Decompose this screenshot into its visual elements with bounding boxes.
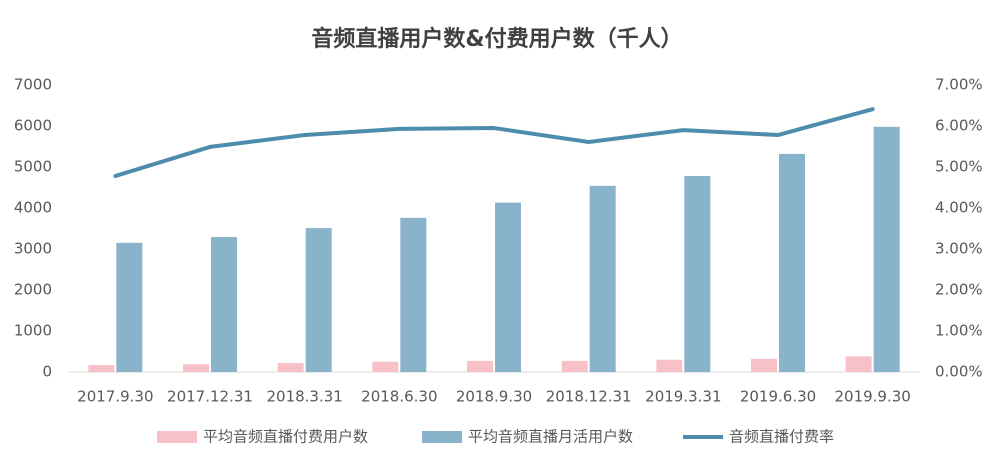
- y-tick-label: 7000: [14, 76, 52, 94]
- x-tick-label: 2017.12.31: [167, 388, 253, 406]
- y-tick-label: 5000: [14, 158, 52, 176]
- y-tick-label: 6000: [14, 117, 52, 135]
- legend-label: 音频直播付费率: [729, 428, 834, 446]
- y-tick-label: 0: [42, 363, 52, 381]
- x-tick-label: 2018.6.30: [361, 388, 437, 406]
- bar: [561, 360, 588, 372]
- x-tick-label: 2018.3.31: [266, 388, 342, 406]
- x-tick-label: 2019.3.31: [645, 388, 721, 406]
- bar: [467, 360, 493, 372]
- bar: [116, 242, 143, 372]
- x-tick-label: 2017.9.30: [77, 388, 153, 406]
- y2-tick-label: 7.00%: [935, 76, 983, 94]
- y-tick-label: 3000: [14, 240, 52, 258]
- x-tick-label: 2018.9.30: [456, 388, 532, 406]
- legend-swatch: [422, 431, 462, 443]
- bar: [656, 359, 683, 372]
- bar: [88, 365, 115, 372]
- x-tick-label: 2019.9.30: [834, 388, 910, 406]
- bar: [277, 362, 304, 372]
- y2-tick-label: 2.00%: [935, 281, 983, 299]
- y2-tick-label: 4.00%: [935, 199, 983, 217]
- bar: [589, 185, 616, 372]
- bar: [305, 228, 332, 372]
- bar: [211, 237, 237, 372]
- x-tick-label: 2018.12.31: [546, 388, 632, 406]
- legend-label: 平均音频直播付费用户数: [203, 428, 368, 446]
- chart-title: 音频直播用户数&付费用户数（千人）: [311, 26, 682, 52]
- bar: [873, 126, 900, 372]
- bar: [183, 364, 209, 372]
- y2-tick-label: 3.00%: [935, 240, 983, 258]
- line: [113, 107, 875, 179]
- y-tick-label: 1000: [14, 322, 52, 340]
- y2-tick-label: 0.00%: [935, 363, 983, 381]
- y-tick-label: 4000: [14, 199, 52, 217]
- legend-label: 平均音频直播月活用户数: [468, 428, 633, 446]
- y-tick-label: 2000: [14, 281, 52, 299]
- legend-swatch: [157, 431, 197, 443]
- bar: [400, 217, 427, 372]
- bar: [495, 202, 521, 372]
- x-tick-label: 2019.6.30: [740, 388, 816, 406]
- bar: [684, 176, 711, 372]
- bar: [372, 361, 399, 372]
- bar: [779, 153, 805, 372]
- bar: [751, 358, 777, 372]
- y2-tick-label: 5.00%: [935, 158, 983, 176]
- y2-tick-label: 6.00%: [935, 117, 983, 135]
- y2-tick-label: 1.00%: [935, 322, 983, 340]
- bar: [845, 356, 872, 372]
